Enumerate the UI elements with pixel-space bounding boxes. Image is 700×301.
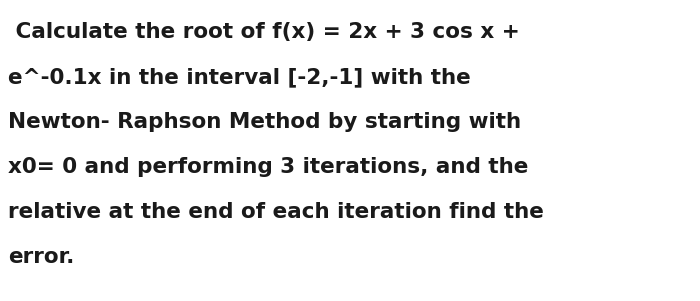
Text: x0= 0 and performing 3 iterations, and the: x0= 0 and performing 3 iterations, and t… bbox=[8, 157, 528, 177]
Text: relative at the end of each iteration find the: relative at the end of each iteration fi… bbox=[8, 202, 544, 222]
Text: e^-0.1x in the interval [-2,-1] with the: e^-0.1x in the interval [-2,-1] with the bbox=[8, 67, 470, 87]
Text: Newton- Raphson Method by starting with: Newton- Raphson Method by starting with bbox=[8, 112, 521, 132]
Text: Calculate the root of f(x) = 2x + 3 cos x +: Calculate the root of f(x) = 2x + 3 cos … bbox=[8, 22, 519, 42]
Text: error.: error. bbox=[8, 247, 74, 267]
